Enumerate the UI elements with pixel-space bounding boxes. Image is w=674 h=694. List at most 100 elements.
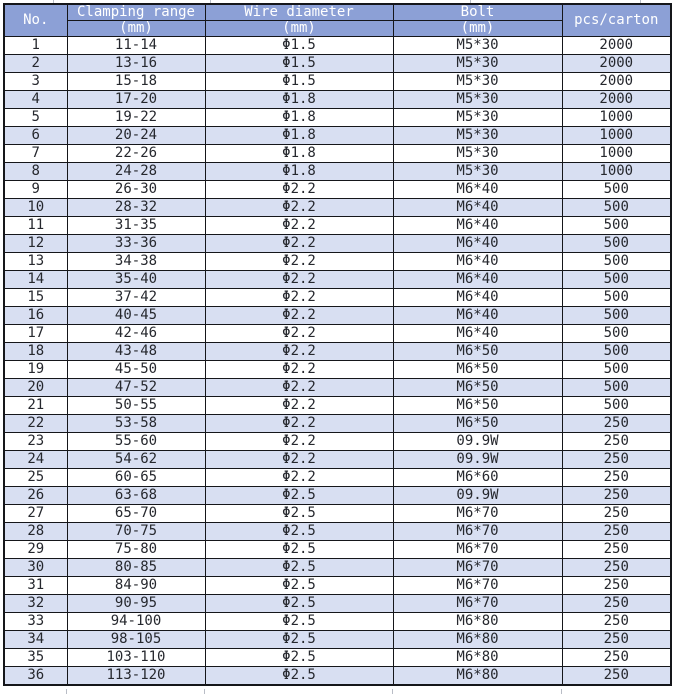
table-cell: M6*70 <box>392 594 563 613</box>
table-row: 21 50-55 Φ2.2 M6*50 500 <box>3 396 672 415</box>
table-cell: 18 <box>3 342 68 361</box>
table-cell: 8 <box>3 162 68 181</box>
table-row: 28 70-75 Φ2.5 M6*70 250 <box>3 522 672 541</box>
table-cell: M6*70 <box>392 504 563 523</box>
table-cell: 29 <box>3 540 68 559</box>
table-cell: 21 <box>3 396 68 415</box>
table-cell: 37-42 <box>66 288 206 307</box>
table-cell: Φ2.2 <box>204 216 394 235</box>
col-subheader-bolt-unit: (mm) <box>392 20 563 37</box>
table-cell: 500 <box>561 342 672 361</box>
table-cell: M6*40 <box>392 270 563 289</box>
table-cell: M6*40 <box>392 234 563 253</box>
table-cell: 500 <box>561 324 672 343</box>
table-row: 31 84-90 Φ2.5 M6*70 250 <box>3 576 672 595</box>
table-cell: 70-75 <box>66 522 206 541</box>
table-cell: 5 <box>3 108 68 127</box>
table-row: 20 47-52 Φ2.2 M6*50 500 <box>3 378 672 397</box>
table-cell: 35 <box>3 648 68 667</box>
table-cell: 25 <box>3 468 68 487</box>
table-cell: 3 <box>3 72 68 91</box>
grid-line-stub <box>470 0 471 3</box>
table-cell: 80-85 <box>66 558 206 577</box>
col-header-wire-diameter: Wire diameter <box>204 3 394 21</box>
table-cell: M6*40 <box>392 252 563 271</box>
table-cell: Φ2.5 <box>204 576 394 595</box>
table-cell: 113-120 <box>66 666 206 686</box>
table-cell: 63-68 <box>66 486 206 505</box>
table-cell: M6*50 <box>392 396 563 415</box>
table-cell: 2000 <box>561 36 672 55</box>
table-cell: 13 <box>3 252 68 271</box>
table-cell: 24 <box>3 450 68 469</box>
table-cell: 09.9W <box>392 450 563 469</box>
table-cell: 19-22 <box>66 108 206 127</box>
table-cell: 20 <box>3 378 68 397</box>
table-cell: M6*70 <box>392 576 563 595</box>
col-subheader-clamping-unit: (mm) <box>66 20 206 37</box>
table-cell: 500 <box>561 306 672 325</box>
table-cell: 84-90 <box>66 576 206 595</box>
table-cell: M5*30 <box>392 72 563 91</box>
table-cell: 47-52 <box>66 378 206 397</box>
table-row: 13 34-38 Φ2.2 M6*40 500 <box>3 252 672 271</box>
table-row: 36 113-120 Φ2.5 M6*80 250 <box>3 666 672 686</box>
table-cell: 17 <box>3 324 68 343</box>
table-cell: 98-105 <box>66 630 206 649</box>
table-row: 14 35-40 Φ2.2 M6*40 500 <box>3 270 672 289</box>
table-cell: Φ2.2 <box>204 198 394 217</box>
table-cell: 60-65 <box>66 468 206 487</box>
table-cell: M5*30 <box>392 162 563 181</box>
table-cell: Φ1.5 <box>204 72 394 91</box>
table-cell: 11 <box>3 216 68 235</box>
table-row: 1 11-14 Φ1.5 M5*30 2000 <box>3 36 672 55</box>
table-cell: M5*30 <box>392 108 563 127</box>
table-cell: 250 <box>561 522 672 541</box>
table-cell: Φ2.5 <box>204 630 394 649</box>
table-cell: M6*70 <box>392 540 563 559</box>
table-cell: M5*30 <box>392 90 563 109</box>
table-cell: M6*70 <box>392 558 563 577</box>
table-cell: Φ1.8 <box>204 126 394 145</box>
grid-line-stub <box>640 0 641 3</box>
table-header: No. Clamping range Wire diameter Bolt pc… <box>3 3 672 37</box>
table-cell: 500 <box>561 360 672 379</box>
table-cell: 103-110 <box>66 648 206 667</box>
table-cell: 15 <box>3 288 68 307</box>
table-cell: 250 <box>561 504 672 523</box>
table-cell: 500 <box>561 216 672 235</box>
table-cell: 500 <box>561 234 672 253</box>
table-cell: 250 <box>561 486 672 505</box>
table-cell: 50-55 <box>66 396 206 415</box>
col-header-clamping-range: Clamping range <box>66 3 206 21</box>
grid-line-stub <box>204 689 205 694</box>
table-cell: Φ2.2 <box>204 306 394 325</box>
table-cell: 250 <box>561 468 672 487</box>
table-cell: 09.9W <box>392 486 563 505</box>
table-cell: 500 <box>561 288 672 307</box>
table-row: 4 17-20 Φ1.8 M5*30 2000 <box>3 90 672 109</box>
table-cell: 13-16 <box>66 54 206 73</box>
table-cell: Φ2.5 <box>204 594 394 613</box>
table-row: 5 19-22 Φ1.8 M5*30 1000 <box>3 108 672 127</box>
table-body: 1 11-14 Φ1.5 M5*30 2000 2 13-16 Φ1.5 M5*30 2000 3 1… <box>3 36 672 686</box>
table-row: 19 45-50 Φ2.2 M6*50 500 <box>3 360 672 379</box>
table-row: 7 22-26 Φ1.8 M5*30 1000 <box>3 144 672 163</box>
table-cell: Φ2.2 <box>204 414 394 433</box>
table-cell: 27 <box>3 504 68 523</box>
table-cell: M6*40 <box>392 306 563 325</box>
table-cell: 15-18 <box>66 72 206 91</box>
table-cell: 94-100 <box>66 612 206 631</box>
table-cell: M6*40 <box>392 180 563 199</box>
table-cell: 2 <box>3 54 68 73</box>
table-cell: 500 <box>561 378 672 397</box>
table-cell: 90-95 <box>66 594 206 613</box>
table-cell: 28-32 <box>66 198 206 217</box>
table-row: 11 31-35 Φ2.2 M6*40 500 <box>3 216 672 235</box>
table-row: 23 55-60 Φ2.2 09.9W 250 <box>3 432 672 451</box>
table-cell: Φ2.2 <box>204 342 394 361</box>
table-cell: M5*30 <box>392 126 563 145</box>
table-cell: M6*40 <box>392 324 563 343</box>
table-row: 24 54-62 Φ2.2 09.9W 250 <box>3 450 672 469</box>
